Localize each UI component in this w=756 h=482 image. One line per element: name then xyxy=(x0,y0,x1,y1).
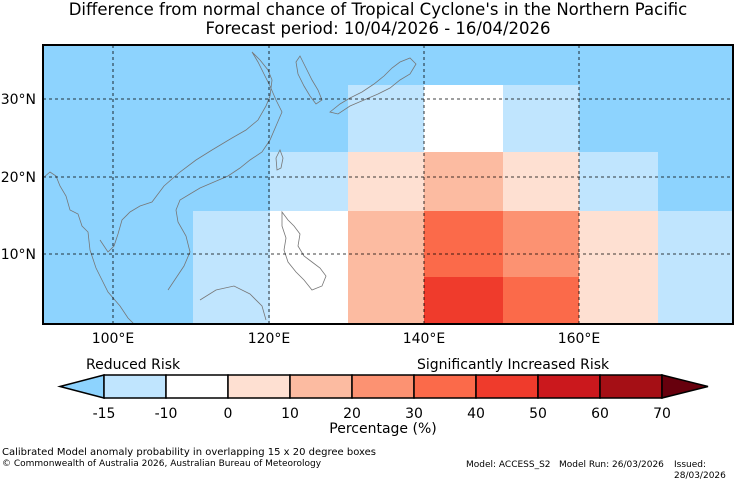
cell-120-130-mid xyxy=(270,152,348,211)
colorbar-tick-label: 50 xyxy=(529,406,547,422)
colorbar-tick-label: 10 xyxy=(281,406,299,422)
colorbar-segment xyxy=(289,374,353,399)
cell-110-120-low xyxy=(193,211,270,324)
colorbar-segment xyxy=(475,374,539,399)
cell-160-170-mid xyxy=(579,152,658,211)
cell-140-150-high xyxy=(424,85,503,152)
colorbar-tick-label: 30 xyxy=(405,406,423,422)
increased-risk-label: Significantly Increased Risk xyxy=(417,357,610,373)
cell-160-170-low xyxy=(579,211,658,324)
cell-150-160-top xyxy=(503,152,579,211)
cell-150-160-mid xyxy=(503,211,579,277)
footer-model: Model: ACCESS_S2 xyxy=(466,460,551,470)
colorbar-tick-label: -15 xyxy=(92,406,116,422)
coastlines xyxy=(42,51,417,325)
lon-tick-160e: 160°E xyxy=(558,331,601,347)
coastline-japan xyxy=(329,57,417,115)
colorbar-arrow-high xyxy=(661,374,709,399)
colorbar-segment xyxy=(227,374,291,399)
colorbar-segment xyxy=(351,374,415,399)
map-frame xyxy=(42,44,734,325)
colorbar-tick-label: 20 xyxy=(343,406,361,422)
coastline-borneo xyxy=(199,285,267,321)
cell-130-140-low xyxy=(348,211,424,324)
chart-title: Difference from normal chance of Tropica… xyxy=(68,0,688,19)
coastline-asia xyxy=(42,51,283,325)
reduced-risk-label: Reduced Risk xyxy=(86,357,181,373)
lat-tick-20n: 20°N xyxy=(1,170,36,186)
lat-tick-30n: 30°N xyxy=(1,92,36,108)
anomaly-cells xyxy=(193,85,733,324)
coastline-taiwan xyxy=(275,149,284,171)
colorbar-segment xyxy=(599,374,663,399)
lat-tick-10n: 10°N xyxy=(1,247,36,263)
colorbar xyxy=(57,374,709,399)
cell-150-160-low xyxy=(503,277,579,324)
cell-140-150-top xyxy=(424,152,503,211)
colorbar-tick-label: 0 xyxy=(223,406,233,422)
map-gridlines xyxy=(43,45,733,324)
cell-130-140-mid xyxy=(348,152,424,211)
colorbar-segment xyxy=(537,374,601,399)
forecast-period: Forecast period: 10/04/2026 - 16/04/2026 xyxy=(205,19,551,38)
colorbar-arrow-low xyxy=(57,374,105,399)
colorbar-tick-label: 40 xyxy=(467,406,485,422)
footer-description: Calibrated Model anomaly probability in … xyxy=(2,447,377,458)
lon-tick-100e: 100°E xyxy=(92,331,135,347)
cell-130-140-high xyxy=(348,85,424,152)
colorbar-segment xyxy=(103,374,167,399)
map-panel: 100°E 120°E 140°E 160°E 30°N 20°N 10°N xyxy=(1,44,734,347)
footer-model-run: Model Run: 26/03/2026 xyxy=(559,460,664,470)
footer-issued: Issued: 28/03/2026 xyxy=(674,460,726,481)
colorbar-tick-label: 60 xyxy=(591,406,609,422)
coastline-philippines xyxy=(281,210,327,291)
cell-140-150-low xyxy=(424,277,503,324)
colorbar-segment xyxy=(165,374,229,399)
colorbar-segments xyxy=(57,374,709,399)
colorbar-segment xyxy=(413,374,477,399)
lon-tick-120e: 120°E xyxy=(248,331,291,347)
coastline-korea xyxy=(295,55,323,105)
colorbar-label: Percentage (%) xyxy=(329,421,437,437)
cell-150-160-high xyxy=(503,85,579,152)
cell-170-180-low xyxy=(658,211,733,324)
lon-tick-140e: 140°E xyxy=(403,331,446,347)
colorbar-tick-label: 70 xyxy=(653,406,671,422)
footer-copyright: © Commonwealth of Australia 2026, Austra… xyxy=(2,459,322,469)
cell-140-150-mid xyxy=(424,211,503,277)
colorbar-tick-label: -10 xyxy=(154,406,178,422)
